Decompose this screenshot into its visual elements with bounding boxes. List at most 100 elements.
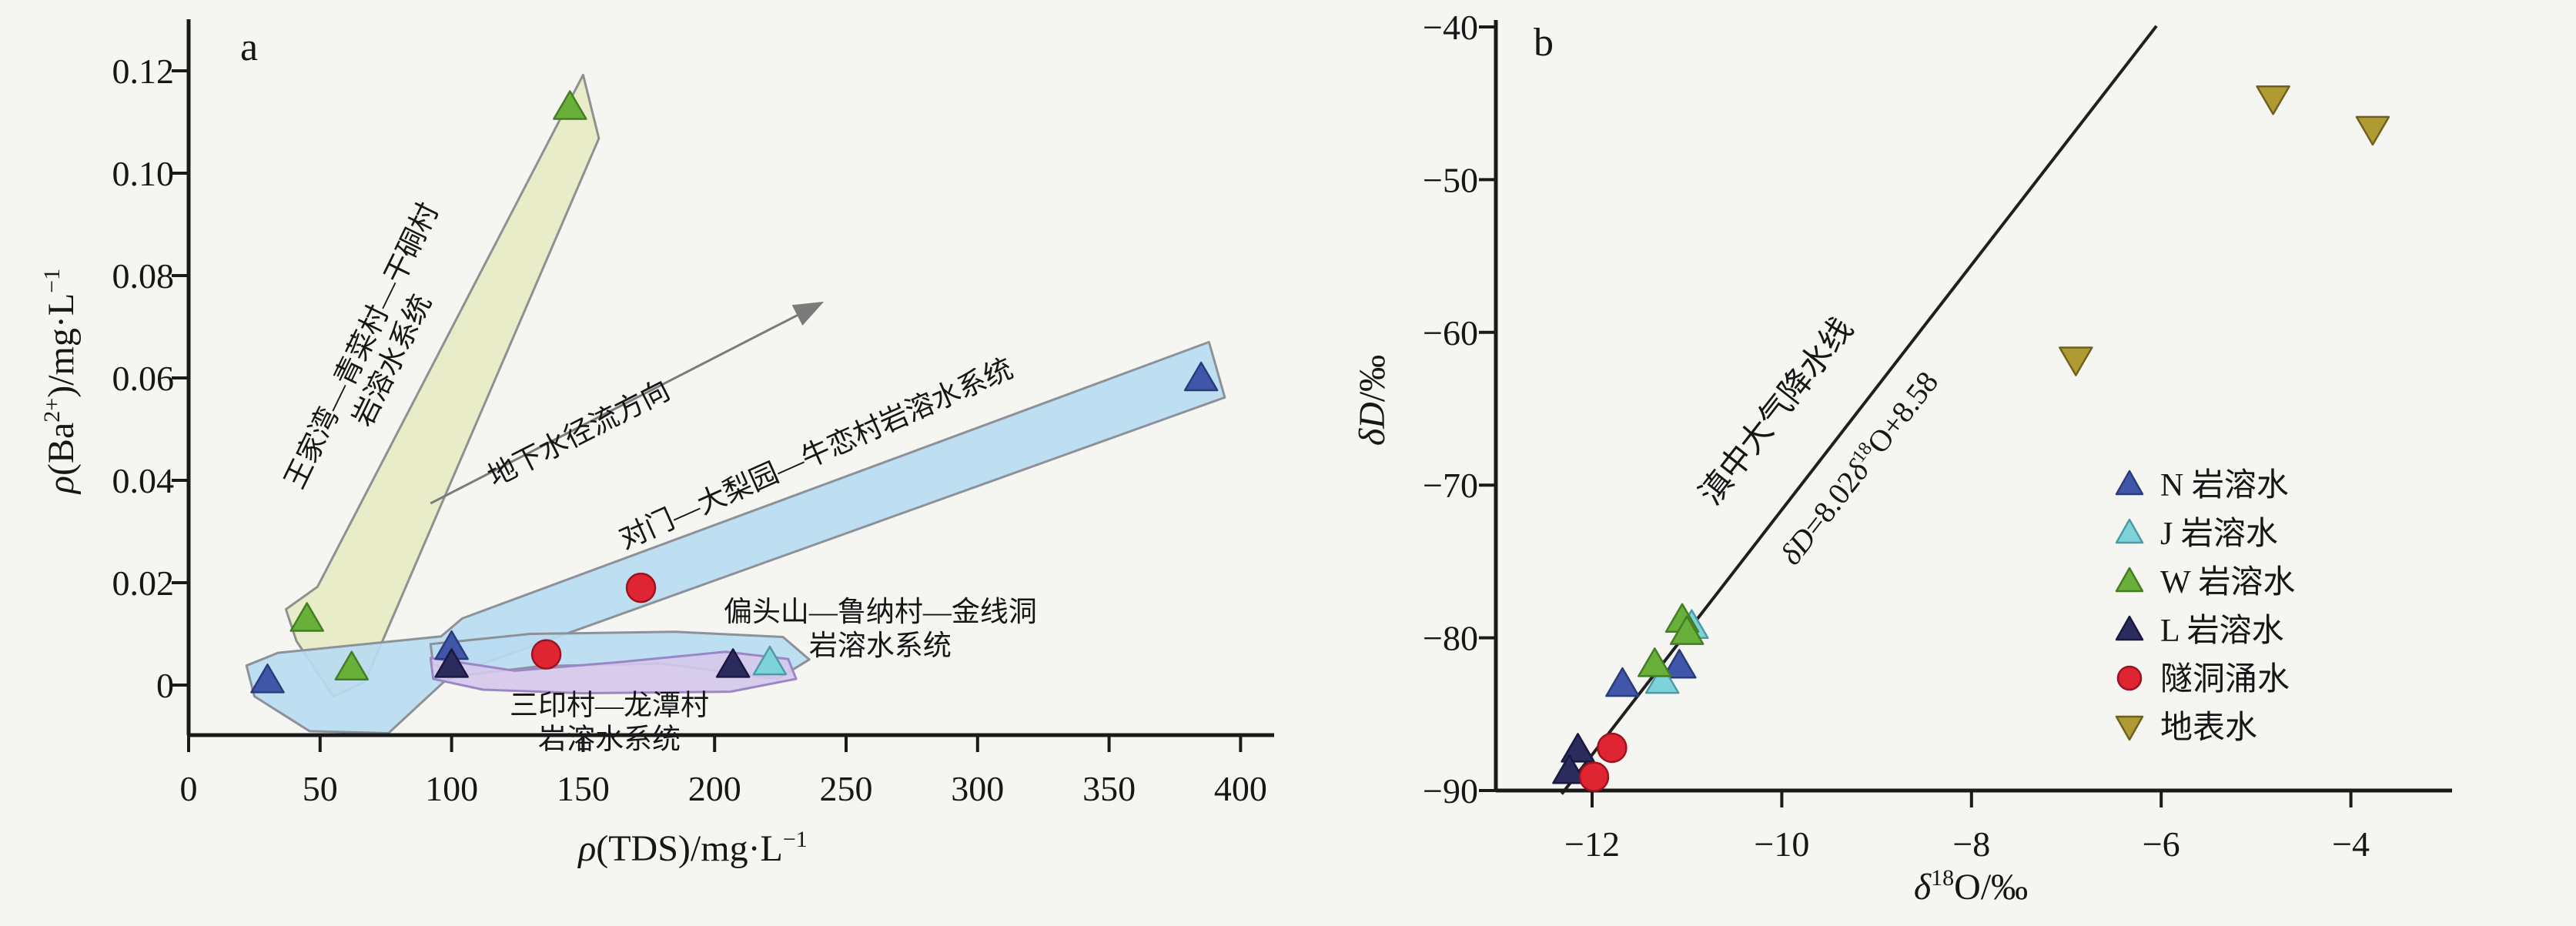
- x-tick-label: −12: [1564, 824, 1620, 864]
- legend-item: N 岩溶水: [2115, 467, 2289, 503]
- label-part: )/mg·L: [41, 293, 82, 398]
- point-W 岩溶水: [289, 602, 324, 632]
- x-tick-label: 300: [951, 769, 1004, 808]
- legend-label: N 岩溶水: [2160, 467, 2289, 503]
- point-地表水: [2256, 85, 2290, 115]
- region-label-line: 三印村—龙潭村: [510, 690, 709, 722]
- point-N 岩溶水: [1183, 361, 1219, 392]
- label-part: /‰: [1352, 355, 1393, 402]
- legend-label: 地表水: [2160, 710, 2257, 746]
- legend-marker-J 岩溶水: [2115, 518, 2144, 544]
- x-tick-label: 100: [425, 769, 478, 808]
- point-N 岩溶水: [250, 664, 285, 694]
- point-W 岩溶水: [334, 650, 370, 680]
- legend-label: J 岩溶水: [2160, 516, 2278, 552]
- legend-label: L 岩溶水: [2160, 613, 2284, 649]
- label-part: O+8.58: [1860, 365, 1945, 460]
- y-tick-label: 0.02: [112, 563, 175, 603]
- x-tick-label: 50: [303, 769, 338, 808]
- x-tick-label: 400: [1214, 769, 1267, 808]
- y-tick-label: −70: [1423, 466, 1478, 505]
- label-part: O/‰: [1954, 867, 2028, 908]
- x-tick-label: 200: [688, 769, 741, 808]
- region-label-sanyin: 三印村—龙潭村岩溶水系统: [510, 690, 709, 756]
- point-L 岩溶水: [1561, 733, 1595, 763]
- groundwater-flow-label: 地下水径流方向: [483, 374, 675, 493]
- legend-marker-地表水: [2115, 715, 2144, 741]
- legend-item: W 岩溶水: [2115, 564, 2295, 600]
- point-L 岩溶水: [715, 648, 751, 678]
- label-part: −1: [783, 827, 808, 852]
- legend-marker-隧洞涌水: [2116, 665, 2143, 691]
- x-tick-label: 250: [820, 769, 873, 808]
- legend-item: 地表水: [2115, 710, 2257, 746]
- point-N 岩溶水: [1605, 667, 1640, 697]
- x-tick-label: 150: [557, 769, 610, 808]
- point-J 岩溶水: [1644, 664, 1680, 694]
- point-隧洞涌水: [530, 639, 562, 670]
- point-L 岩溶水: [434, 648, 469, 678]
- region-label-piantoushan: 偏头山—鲁纳村—金线洞岩溶水系统: [724, 596, 1037, 662]
- y-tick-label: 0.10: [112, 154, 175, 193]
- y-tick-label: −50: [1423, 160, 1478, 199]
- region-label-line: 岩溶水系统: [538, 724, 681, 756]
- point-J 岩溶水: [752, 645, 788, 676]
- x-tick-label: 350: [1082, 769, 1136, 808]
- region-label-line: 岩溶水系统: [809, 630, 952, 662]
- point-N 岩溶水: [1662, 649, 1697, 679]
- x-axis-title: δ18O/‰: [1914, 865, 2028, 908]
- y-tick-label: 0.06: [112, 359, 175, 398]
- y-tick-label: 0.12: [112, 52, 175, 91]
- legend-item: L 岩溶水: [2115, 613, 2284, 649]
- panel-b-letter: b: [1534, 21, 1554, 65]
- meteoric-water-line: [1560, 25, 2158, 795]
- point-隧洞涌水: [625, 572, 657, 603]
- label-part: −1: [39, 269, 65, 293]
- label-part: δD: [1352, 402, 1393, 446]
- region-duimen: [245, 340, 1226, 734]
- y-tick-label: 0.04: [112, 461, 175, 500]
- label-part: 2+: [39, 398, 65, 423]
- x-tick-label: −10: [1754, 824, 1809, 864]
- x-tick-label: −4: [2332, 824, 2370, 864]
- y-tick-label: 0.08: [112, 256, 175, 296]
- y-tick-label: −40: [1423, 8, 1478, 47]
- x-tick-label: −6: [2143, 824, 2180, 864]
- y-tick-label: −80: [1423, 619, 1478, 658]
- legend-label: W 岩溶水: [2160, 564, 2295, 600]
- point-地表水: [2355, 115, 2390, 146]
- x-axis-title: ρ(TDS)/mg·L−1: [577, 827, 808, 869]
- label-part: (TDS)/mg·L: [596, 828, 783, 869]
- x-tick-label: −8: [1952, 824, 1990, 864]
- legend-marker-N 岩溶水: [2115, 470, 2144, 496]
- y-tick-label: −90: [1423, 771, 1478, 811]
- point-L 岩溶水: [1552, 754, 1587, 784]
- label-part: ρ: [41, 476, 82, 495]
- y-axis-title: ρ(Ba2+)/mg·L−1: [39, 269, 82, 495]
- legend-marker-L 岩溶水: [2115, 615, 2144, 641]
- y-tick-label: −60: [1423, 313, 1478, 353]
- region-label-line: 偏头山—鲁纳村—金线洞: [724, 596, 1037, 628]
- label-part: δ: [1914, 867, 1932, 908]
- groundwater-flow-arrow: [430, 301, 825, 505]
- point-地表水: [2059, 346, 2093, 376]
- point-W 岩溶水: [1669, 615, 1705, 645]
- x-tick-label: 0: [180, 769, 198, 808]
- panel-a-letter: a: [240, 25, 258, 69]
- legend-item: J 岩溶水: [2115, 516, 2278, 552]
- point-W 岩溶水: [1638, 647, 1672, 677]
- label-part: ρ: [577, 828, 596, 869]
- y-axis-title: δD/‰: [1352, 355, 1393, 446]
- point-隧洞涌水: [1597, 732, 1628, 764]
- legend-marker-W 岩溶水: [2115, 567, 2144, 593]
- legend-item: 隧洞涌水: [2116, 662, 2290, 697]
- region-sanyin: [429, 650, 798, 695]
- label-part: 18: [1931, 865, 1954, 891]
- label-part: (Ba: [41, 423, 82, 476]
- point-W 岩溶水: [553, 90, 587, 120]
